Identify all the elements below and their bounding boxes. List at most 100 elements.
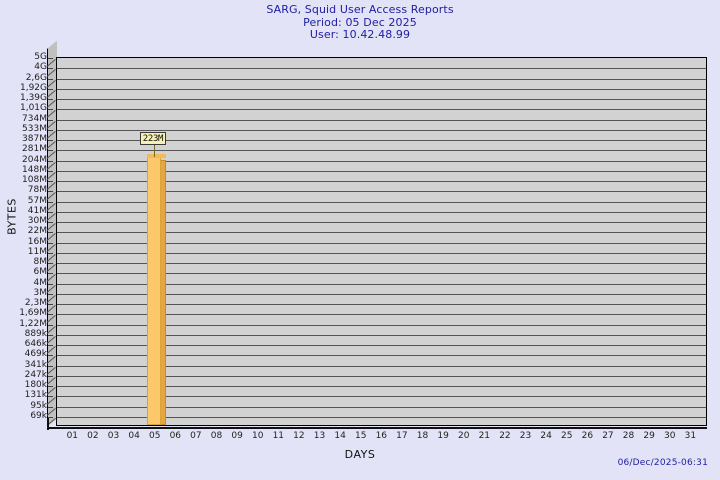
y-axis-tick bbox=[48, 161, 53, 162]
y-axis-tick bbox=[48, 243, 53, 244]
y-axis-tick-label: 57M bbox=[27, 195, 47, 206]
y-axis-tick-label: 180k bbox=[24, 380, 47, 390]
x-axis-tick-label: 17 bbox=[396, 431, 408, 441]
y-axis-tick bbox=[48, 150, 53, 151]
y-axis-tick bbox=[48, 79, 53, 80]
y-axis-tick bbox=[48, 396, 53, 397]
y-axis-tick-label: 95k bbox=[30, 400, 47, 411]
gridline bbox=[57, 161, 706, 162]
gridline bbox=[57, 120, 706, 121]
x-axis-tick-label: 02 bbox=[87, 431, 99, 441]
gridline bbox=[57, 150, 706, 151]
y-axis-tick-label: 8M bbox=[33, 257, 48, 267]
x-axis-tick-label: 12 bbox=[293, 431, 305, 441]
gridline bbox=[57, 407, 706, 408]
y-axis-tick-label: 734M bbox=[22, 113, 47, 124]
gridline bbox=[57, 171, 706, 172]
y-axis-tick bbox=[48, 130, 53, 131]
bar-label-stem bbox=[153, 144, 155, 157]
gridline bbox=[57, 325, 706, 326]
gridline bbox=[57, 202, 706, 203]
y-axis-tick-label: 148M bbox=[22, 164, 47, 175]
y-axis-tick bbox=[48, 232, 53, 233]
y-axis-tick-label: 2,3M bbox=[24, 298, 47, 308]
x-axis-line bbox=[47, 427, 707, 429]
y-axis-tick-label: 533M bbox=[22, 123, 47, 134]
title-line-2-period: Period: 05 Dec 2025 bbox=[303, 15, 417, 29]
x-axis-tick-label: 26 bbox=[581, 431, 594, 441]
x-axis-tick-label: 11 bbox=[272, 431, 285, 441]
bar-front-face bbox=[146, 155, 161, 425]
x-axis-tick-label: 14 bbox=[334, 431, 346, 441]
bar[interactable] bbox=[146, 58, 166, 425]
bar-top-face bbox=[146, 153, 166, 158]
x-axis-tick-label: 07 bbox=[190, 431, 202, 441]
y-axis-tick bbox=[48, 58, 53, 59]
y-axis-tick bbox=[48, 284, 53, 285]
gridline bbox=[57, 366, 706, 367]
y-axis-tick bbox=[48, 109, 53, 110]
x-axis-tick-label: 04 bbox=[128, 431, 140, 441]
y-axis-tick-label: 469k bbox=[24, 349, 47, 360]
title-line-1: SARG, Squid User Access Reports bbox=[266, 3, 454, 16]
y-axis-tick bbox=[48, 253, 53, 254]
bar-value-label: 223M bbox=[139, 131, 167, 145]
x-axis-tick-label: 18 bbox=[416, 431, 429, 441]
y-axis-tick-label: 6M bbox=[33, 267, 48, 278]
y-axis-tick-label: 1,92G bbox=[19, 82, 47, 93]
x-axis-tick-label: 29 bbox=[643, 431, 655, 441]
y-axis-tick-label: 41M bbox=[27, 205, 47, 216]
x-axis-tick-label: 05 bbox=[148, 431, 161, 441]
gridline bbox=[57, 294, 706, 295]
x-axis-tick-label: 06 bbox=[169, 431, 182, 441]
x-axis-tick-label: 21 bbox=[478, 431, 491, 441]
x-axis-origin-stub bbox=[47, 418, 49, 430]
x-axis-tick-label: 24 bbox=[540, 431, 552, 441]
y-axis-tick-label: 78M bbox=[27, 185, 47, 196]
y-axis-tick bbox=[48, 386, 53, 387]
gridline bbox=[57, 243, 706, 244]
title-line-3-user: User: 10.42.48.99 bbox=[309, 28, 411, 41]
gridline bbox=[57, 181, 706, 182]
y-axis-tick bbox=[48, 140, 53, 141]
gridline bbox=[57, 68, 706, 69]
y-axis-tick-label: 22M bbox=[27, 226, 47, 237]
x-axis-tick-label: 03 bbox=[107, 431, 120, 441]
y-axis-tick-label: 1,22M bbox=[19, 318, 47, 329]
y-axis-tick bbox=[48, 191, 53, 192]
y-axis-tick bbox=[48, 181, 53, 182]
y-axis-tick bbox=[48, 171, 53, 172]
y-axis-tick-label: 1,69M bbox=[19, 308, 47, 319]
gridline bbox=[57, 376, 706, 377]
gridline bbox=[57, 273, 706, 274]
y-axis-tick-label: 131k bbox=[24, 390, 47, 401]
y-axis-tick bbox=[48, 355, 53, 356]
gridline bbox=[57, 314, 706, 315]
y-axis-tick bbox=[48, 68, 53, 69]
y-axis-tick-label: 889k bbox=[24, 328, 47, 339]
y-axis-tick-label: 30M bbox=[27, 216, 47, 226]
x-axis-tick-label: 09 bbox=[231, 431, 243, 441]
y-axis-tick-label: 247k bbox=[24, 369, 47, 380]
y-axis-tick-label: 1,01G bbox=[19, 103, 47, 114]
y-axis-tick-label: 4M bbox=[33, 277, 48, 288]
gridline bbox=[57, 355, 706, 356]
gridline bbox=[57, 304, 706, 305]
y-axis-tick bbox=[48, 89, 53, 90]
gridline bbox=[57, 232, 706, 233]
gridline bbox=[57, 89, 706, 90]
x-axis-tick-label: 10 bbox=[251, 431, 264, 441]
y-axis-tick-label: 11M bbox=[27, 246, 47, 257]
y-axis-tick bbox=[48, 273, 53, 274]
gridline bbox=[57, 99, 706, 100]
y-axis-tick-label: 1,39G bbox=[19, 93, 47, 103]
x-axis-tick-label: 13 bbox=[313, 431, 326, 441]
x-axis-tick-label: 08 bbox=[210, 431, 223, 441]
gridline bbox=[57, 335, 706, 336]
y-axis-tick bbox=[48, 345, 53, 346]
y-axis-tick-label: 3M bbox=[33, 287, 48, 298]
x-axis-tick-label: 27 bbox=[602, 431, 614, 441]
x-axis-tick-label: 28 bbox=[622, 431, 635, 441]
gridline bbox=[57, 284, 706, 285]
x-axis-tick-label: 22 bbox=[499, 431, 511, 441]
